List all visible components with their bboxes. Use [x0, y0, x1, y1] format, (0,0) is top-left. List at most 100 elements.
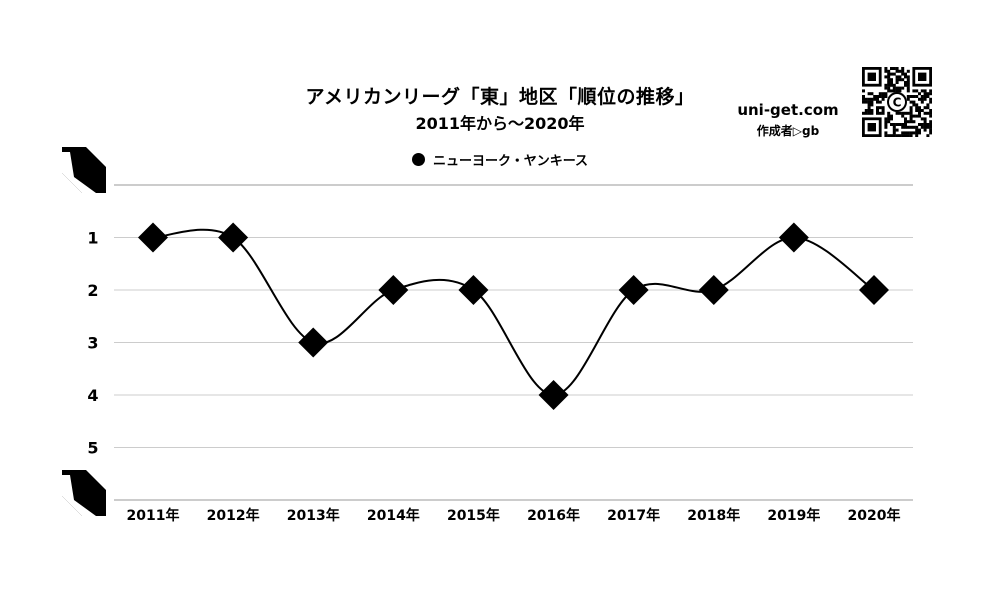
qr-module: [887, 117, 891, 121]
axis-corner-top-icon-highlight: [62, 152, 96, 193]
qr-module: [887, 83, 891, 87]
qr-module: [895, 123, 899, 126]
qr-module: [890, 81, 893, 84]
qr-module: [904, 72, 907, 76]
qr-module: [909, 95, 913, 98]
qr-module: [906, 75, 910, 79]
qr-module: [884, 134, 888, 137]
qr-module: [926, 106, 930, 110]
qr-module: [867, 109, 871, 112]
qr-module: [929, 97, 932, 101]
qr-module: [876, 97, 879, 101]
x-tick-label: 2011年: [127, 507, 180, 524]
qr-module: [898, 86, 902, 90]
qr-module: [920, 123, 924, 126]
site-url: uni-get.com: [737, 101, 839, 119]
qr-module: [895, 75, 899, 79]
qr-module: [887, 81, 891, 84]
qr-module: [878, 111, 882, 115]
qr-module: [923, 117, 927, 121]
qr-module: [918, 111, 921, 115]
x-tick-label: 2018年: [687, 507, 740, 524]
qr-module: [890, 72, 893, 76]
qr-module: [918, 92, 921, 96]
qr-module: [898, 75, 902, 79]
qr-module: [912, 125, 916, 129]
qr-module: [876, 106, 879, 110]
qr-module: [887, 111, 891, 115]
axis-corner-bottom-icon-highlight: [62, 475, 96, 516]
qr-module: [884, 123, 888, 126]
qr-module: [912, 95, 916, 98]
qr-module: [904, 123, 907, 126]
data-point: [298, 327, 329, 358]
qr-module: [923, 92, 927, 96]
qr-module: [904, 120, 907, 124]
qr-module: [884, 67, 888, 70]
qr-module: [876, 111, 879, 115]
legend-marker-icon: [411, 153, 425, 166]
qr-module: [915, 134, 919, 137]
page-subtitle: 2011年から～2020年: [415, 114, 585, 133]
qr-module: [929, 120, 932, 124]
qr-module: [918, 131, 921, 135]
qr-module: [906, 95, 910, 98]
qr-module: [864, 97, 868, 101]
qr-module: [895, 69, 899, 73]
qr-module: [895, 89, 899, 93]
qr-finder: [867, 123, 876, 132]
qr-module: [926, 111, 930, 115]
qr-module: [929, 92, 932, 96]
qr-module: [895, 67, 899, 70]
qr-module: [898, 89, 902, 93]
qr-module: [867, 92, 871, 96]
qr-module: [901, 123, 905, 126]
qr-module: [909, 125, 913, 129]
qr-module: [892, 83, 896, 87]
qr-module: [901, 72, 905, 76]
qr-module: [884, 83, 888, 87]
qr-module: [901, 69, 905, 73]
qr-module: [909, 117, 913, 121]
qr-module: [915, 114, 919, 118]
qr-module: [867, 103, 871, 107]
qr-module: [915, 109, 919, 112]
qr-module: [892, 67, 896, 70]
qr-module: [864, 100, 868, 104]
qr-module: [923, 120, 927, 124]
data-point: [538, 380, 569, 410]
qr-module: [906, 134, 910, 137]
qr-module: [884, 120, 888, 124]
qr-module: [876, 95, 879, 98]
data-point: [859, 275, 889, 305]
qr-module: [890, 67, 893, 70]
qr-module: [895, 86, 899, 90]
qr-module: [906, 125, 910, 129]
qr-module: [904, 111, 907, 115]
qr-module: [912, 131, 916, 135]
qr-module: [901, 125, 905, 129]
qr-module: [909, 131, 913, 135]
qr-module: [878, 95, 882, 98]
qr-module: [867, 97, 871, 101]
qr-module: [862, 89, 865, 93]
x-tick-label: 2012年: [207, 507, 260, 524]
qr-module: [923, 106, 927, 110]
qr-module: [862, 95, 865, 98]
data-point: [698, 275, 729, 305]
qr-module: [926, 123, 930, 126]
qr-module: [870, 97, 874, 101]
qr-module: [884, 125, 888, 129]
qr-module: [915, 89, 919, 93]
qr-module: [926, 92, 930, 96]
x-tick-label: 2017年: [607, 507, 660, 524]
qr-module: [912, 103, 916, 107]
qr-module: [923, 125, 927, 129]
qr-module: [898, 111, 902, 115]
qr-module: [870, 92, 874, 96]
qr-module: [906, 83, 910, 87]
qr-module: [867, 106, 871, 110]
qr-module: [895, 78, 899, 82]
qr-module: [892, 131, 896, 135]
qr-module: [864, 109, 868, 112]
